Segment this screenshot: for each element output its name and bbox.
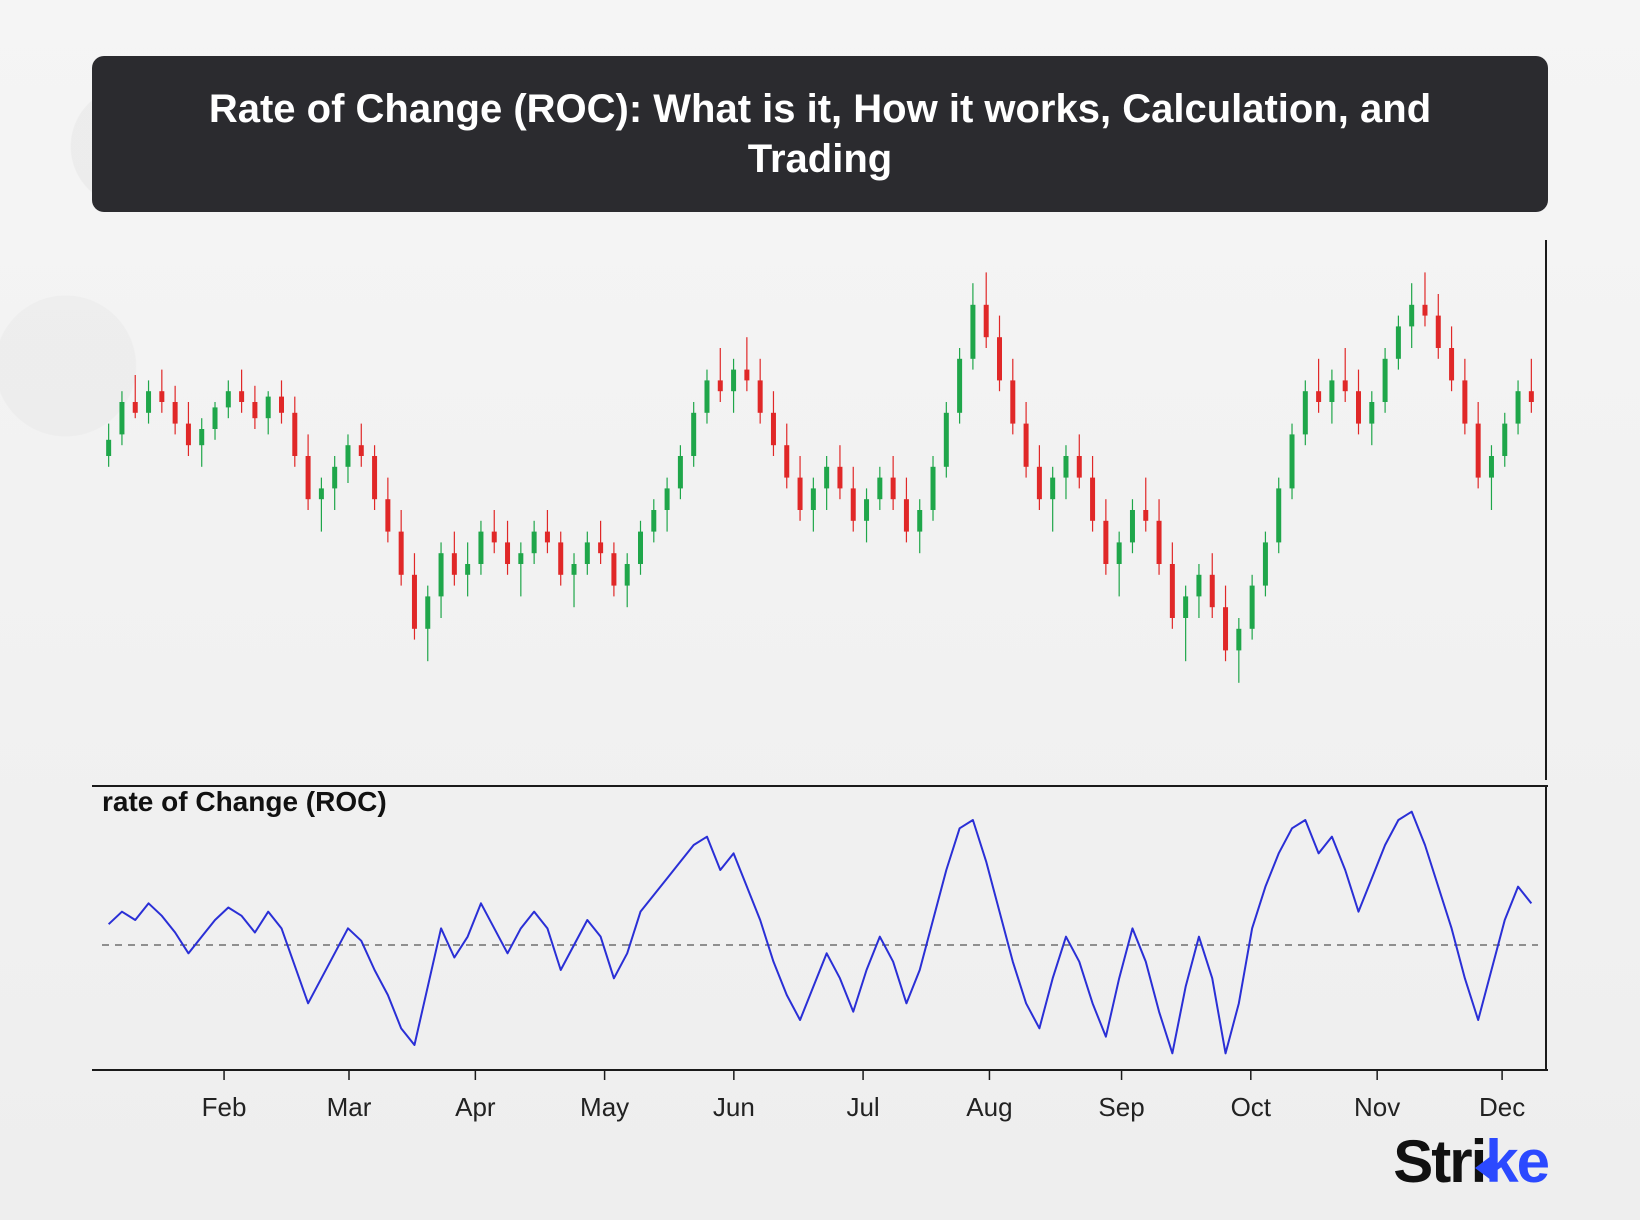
x-axis-label: Jun	[713, 1092, 755, 1123]
chart-svg	[92, 240, 1548, 1140]
chart-area: rate of Change (ROC) Feb Mar Apr May Jun Jul A…	[92, 240, 1548, 1160]
page-container: Rate of Change (ROC): What is it, How it…	[0, 0, 1640, 1220]
roc-panel-label: rate of Change (ROC)	[102, 786, 387, 818]
x-axis-label: Jul	[846, 1092, 879, 1123]
x-axis-label: Nov	[1354, 1092, 1400, 1123]
x-axis-label: Dec	[1479, 1092, 1525, 1123]
logo-text-black: Stri	[1393, 1128, 1485, 1195]
x-axis-label: Mar	[327, 1092, 372, 1123]
brand-logo: Strike	[1393, 1127, 1548, 1196]
page-title: Rate of Change (ROC): What is it, How it…	[132, 84, 1508, 184]
x-axis-label: Aug	[966, 1092, 1012, 1123]
x-axis-label: Sep	[1098, 1092, 1144, 1123]
title-bar: Rate of Change (ROC): What is it, How it…	[92, 56, 1548, 212]
x-axis-label: Feb	[202, 1092, 247, 1123]
logo-text-blue: ke	[1485, 1128, 1548, 1195]
x-axis-label: Oct	[1231, 1092, 1271, 1123]
x-axis-label: Apr	[455, 1092, 495, 1123]
x-axis-label: May	[580, 1092, 629, 1123]
